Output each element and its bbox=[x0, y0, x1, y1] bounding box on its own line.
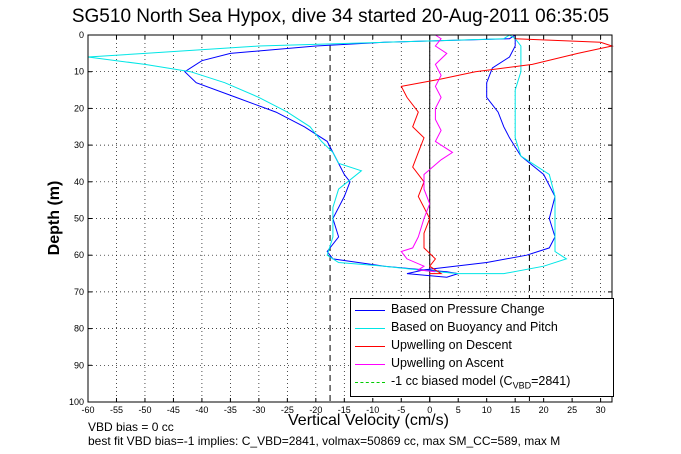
x-tick-label: 0 bbox=[427, 405, 432, 415]
legend-label-biased-model: -1 cc biased model (CVBD=2841) bbox=[391, 374, 571, 391]
x-tick-label: -30 bbox=[252, 405, 265, 415]
legend-swatch-descent bbox=[355, 346, 385, 347]
vbd-bias-note: VBD bias = 0 cc bbox=[88, 420, 174, 434]
y-tick-label: 30 bbox=[74, 140, 84, 150]
x-tick-label: -15 bbox=[338, 405, 351, 415]
legend-label-pressure: Based on Pressure Change bbox=[391, 302, 545, 316]
y-tick-label: 10 bbox=[74, 67, 84, 77]
x-tick-label: 10 bbox=[482, 405, 492, 415]
x-axis-label: Vertical Velocity (cm/s) bbox=[288, 412, 449, 429]
y-tick-label: 50 bbox=[74, 214, 84, 224]
y-tick-label: 40 bbox=[74, 177, 84, 187]
y-tick-label: 0 bbox=[79, 30, 84, 40]
x-tick-label: 20 bbox=[539, 405, 549, 415]
x-tick-label: -20 bbox=[309, 405, 322, 415]
legend-swatch-buoyancy bbox=[355, 328, 385, 329]
y-tick-label: 70 bbox=[74, 287, 84, 297]
legend-label-descent: Upwelling on Descent bbox=[391, 338, 512, 352]
chart-title: SG510 North Sea Hypox, dive 34 started 2… bbox=[71, 6, 610, 27]
x-tick-label: -10 bbox=[366, 405, 379, 415]
legend-swatch-biased-model bbox=[355, 382, 385, 383]
y-tick-label: 60 bbox=[74, 250, 84, 260]
y-tick-label: 80 bbox=[74, 324, 84, 334]
x-tick-label: 30 bbox=[596, 405, 606, 415]
y-tick-label: 20 bbox=[74, 103, 84, 113]
x-tick-label: -60 bbox=[81, 405, 94, 415]
x-tick-label: 15 bbox=[510, 405, 520, 415]
series-line-descent bbox=[400, 38, 614, 275]
x-tick-label: -50 bbox=[138, 405, 151, 415]
legend-swatch-ascent bbox=[355, 364, 385, 365]
y-axis-label: Depth (m) bbox=[46, 180, 63, 256]
x-tick-label: 5 bbox=[456, 405, 461, 415]
best-fit-note: best fit VBD bias=-1 implies: C_VBD=2841… bbox=[88, 434, 561, 448]
x-tick-label: -40 bbox=[195, 405, 208, 415]
series-line-buoyancy bbox=[87, 34, 568, 275]
x-tick-label: -35 bbox=[224, 405, 237, 415]
y-tick-label: 90 bbox=[74, 360, 84, 370]
series-line-ascent bbox=[400, 34, 454, 273]
x-tick-label: -45 bbox=[167, 405, 180, 415]
legend-swatch-pressure bbox=[355, 310, 385, 311]
legend-label-ascent: Upwelling on Ascent bbox=[391, 356, 504, 370]
x-tick-label: -25 bbox=[281, 405, 294, 415]
y-tick-label: 100 bbox=[69, 397, 84, 407]
legend-label-buoyancy: Based on Buoyancy and Pitch bbox=[391, 320, 558, 334]
x-tick-label: -5 bbox=[397, 405, 405, 415]
x-tick-label: -55 bbox=[110, 405, 123, 415]
chart-legend: Based on Pressure Change Based on Buoyan… bbox=[350, 298, 614, 397]
x-tick-label: 25 bbox=[567, 405, 577, 415]
series-line-pressure bbox=[183, 34, 556, 278]
